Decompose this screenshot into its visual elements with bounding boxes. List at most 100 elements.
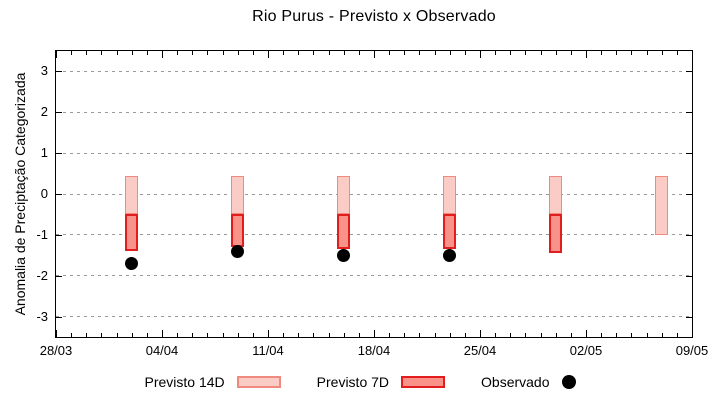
- x-axis-tick: [177, 333, 179, 337]
- bar-previsto-7d: [443, 214, 457, 250]
- y-tick-label: 3: [40, 63, 48, 79]
- x-axis-tick: [646, 51, 648, 55]
- y-axis-tick: [56, 194, 62, 195]
- x-axis-tick: [222, 333, 224, 337]
- x-axis-tick: [222, 51, 224, 55]
- bar-previsto-7d: [549, 214, 563, 254]
- x-axis-tick: [419, 51, 421, 55]
- observado-point: [337, 248, 351, 262]
- x-axis-tick: [374, 51, 375, 58]
- x-tick-label: 18/04: [357, 343, 391, 358]
- x-axis-tick: [237, 333, 239, 337]
- x-axis-tick: [298, 333, 300, 337]
- bar-previsto-7d: [125, 214, 139, 252]
- x-axis-tick: [464, 333, 466, 337]
- x-axis-tick: [283, 51, 285, 55]
- x-axis-tick: [510, 333, 512, 337]
- x-tick-label: 09/05: [675, 343, 709, 358]
- x-axis-tick: [374, 330, 375, 337]
- legend-swatch-previsto-7d-icon: [401, 376, 446, 388]
- x-axis-tick: [313, 333, 315, 337]
- bar-previsto-7d: [337, 214, 351, 250]
- x-axis-tick: [252, 51, 254, 55]
- x-axis-tick: [480, 51, 481, 58]
- x-axis-tick: [661, 51, 663, 55]
- bar-previsto-14d: [337, 175, 351, 215]
- x-axis-tick: [510, 51, 512, 55]
- x-axis-tick: [661, 333, 663, 337]
- x-axis-tick: [146, 333, 148, 337]
- x-axis-tick: [131, 51, 133, 55]
- plot-area: [55, 50, 693, 338]
- x-axis-tick: [540, 333, 542, 337]
- y-axis-tick: [56, 112, 62, 114]
- x-axis-tick: [601, 333, 603, 337]
- x-tick-label: 25/04: [463, 343, 497, 358]
- x-tick-label: 02/05: [569, 343, 603, 358]
- x-axis-tick: [616, 51, 618, 55]
- x-axis-tick: [646, 333, 648, 337]
- x-axis-tick: [358, 51, 360, 55]
- x-axis-tick: [343, 333, 345, 337]
- x-axis-tick: [283, 333, 285, 337]
- x-axis-tick: [586, 51, 587, 58]
- y-tick-label: -2: [36, 267, 48, 283]
- x-axis-tick: [676, 333, 678, 337]
- x-axis-tick: [555, 333, 557, 337]
- x-axis-tick: [192, 333, 194, 337]
- y-tick-label: 0: [40, 186, 48, 201]
- x-axis-tick: [207, 333, 209, 337]
- x-axis-tick: [71, 51, 73, 55]
- x-axis-tick: [162, 51, 163, 58]
- y-axis-tick: [686, 316, 692, 318]
- gridline: [56, 193, 692, 195]
- x-axis-tick: [570, 51, 572, 55]
- x-axis-tick: [343, 51, 345, 55]
- x-axis-tick: [692, 330, 693, 337]
- x-axis-tick: [480, 330, 481, 337]
- y-tick-label: 2: [40, 104, 48, 120]
- bar-previsto-7d: [231, 214, 245, 248]
- bar-previsto-14d: [655, 175, 669, 235]
- x-axis-tick: [268, 51, 269, 58]
- x-axis-tick: [434, 51, 436, 55]
- legend-swatch-previsto-14d-icon: [236, 376, 281, 388]
- chart-title: Rio Purus - Previsto x Observado: [252, 8, 496, 25]
- x-axis-tick: [586, 330, 587, 337]
- x-axis-tick: [601, 51, 603, 55]
- bar-previsto-14d: [125, 175, 139, 215]
- legend-item-previsto-14d: Previsto 14D: [145, 374, 281, 390]
- y-axis-tick: [56, 71, 62, 73]
- observado-point: [125, 256, 139, 270]
- x-axis-tick: [298, 51, 300, 55]
- y-axis-tick: [56, 316, 62, 318]
- x-axis-tick: [56, 51, 57, 58]
- legend-item-previsto-7d: Previsto 7D: [317, 374, 446, 390]
- y-tick-label: -3: [36, 308, 48, 324]
- x-tick-label: 28/03: [39, 343, 73, 358]
- x-axis-tick: [207, 51, 209, 55]
- x-axis-tick: [86, 333, 88, 337]
- x-tick-label: 04/04: [145, 343, 179, 358]
- x-axis-tick: [495, 333, 497, 337]
- x-axis-tick: [268, 330, 269, 337]
- x-axis-tick: [177, 51, 179, 55]
- x-axis-tick: [540, 51, 542, 55]
- x-axis-tick: [358, 333, 360, 337]
- y-axis-tick: [56, 275, 62, 277]
- y-tick-label: 1: [40, 145, 48, 161]
- x-axis-tick: [162, 330, 163, 337]
- x-axis-tick: [449, 51, 451, 55]
- x-axis-tick: [692, 51, 693, 58]
- y-axis-tick: [686, 234, 692, 236]
- gridline: [56, 275, 692, 277]
- x-axis-tick: [116, 333, 118, 337]
- legend-label-previsto-14d: Previsto 14D: [144, 374, 225, 390]
- gridline: [56, 234, 692, 236]
- gridline: [56, 70, 692, 72]
- x-tick-label: 11/04: [252, 343, 284, 358]
- x-axis-tick: [131, 333, 133, 337]
- legend-marker-observado-icon: [561, 375, 576, 389]
- x-axis-tick: [419, 333, 421, 337]
